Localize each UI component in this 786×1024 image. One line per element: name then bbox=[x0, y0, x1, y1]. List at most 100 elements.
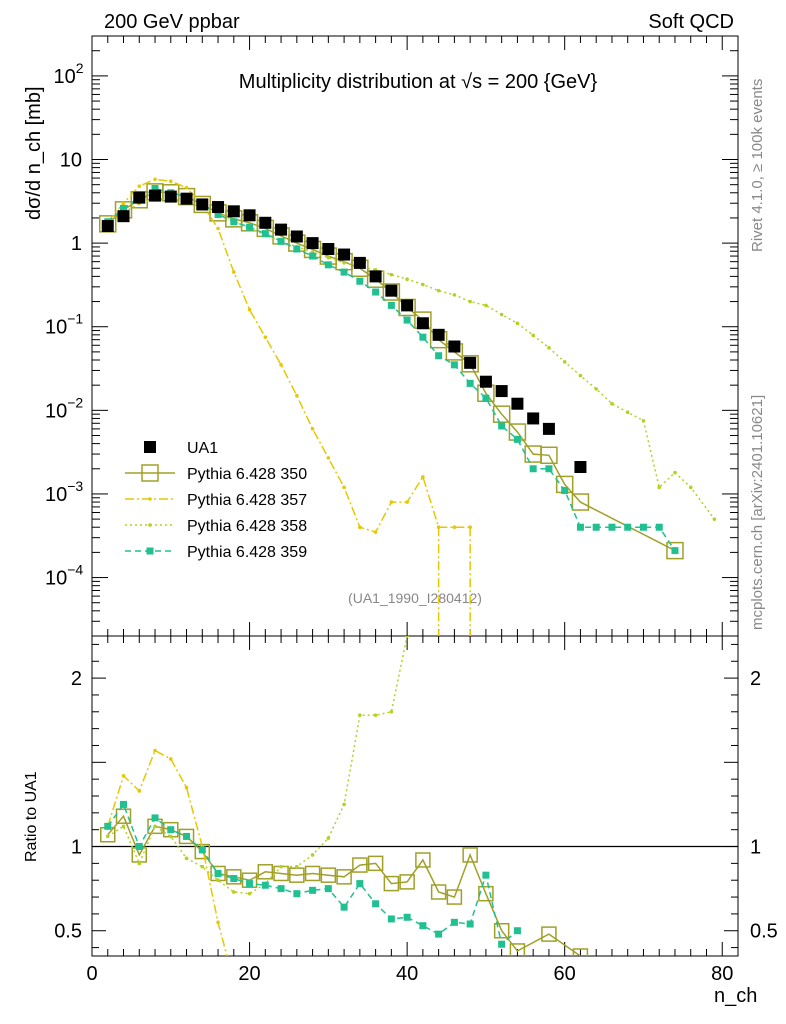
mc-point bbox=[657, 485, 662, 490]
mc-point bbox=[105, 834, 110, 839]
mc-350-point bbox=[141, 464, 159, 482]
y-tick-label: 1 bbox=[71, 233, 82, 255]
ua1-data-point bbox=[275, 223, 288, 236]
mc-350-point bbox=[478, 885, 494, 902]
mc-point bbox=[358, 713, 362, 717]
ua1-data-point bbox=[227, 205, 240, 218]
mc-359-point bbox=[529, 465, 537, 473]
mc-350-point bbox=[178, 828, 195, 845]
legend-entry: Pythia 6.428 358 bbox=[125, 518, 307, 535]
header-left: 200 GeV ppbar bbox=[104, 11, 240, 33]
mc-point bbox=[499, 312, 504, 317]
mc-350-point bbox=[493, 922, 510, 939]
ratio-series-group bbox=[100, 609, 589, 956]
mc-359-point bbox=[498, 422, 506, 430]
ua1-data-point bbox=[353, 256, 366, 269]
ratio-series-pythia-6-428-359 bbox=[104, 800, 521, 948]
mc-359-point bbox=[277, 885, 285, 893]
mc-359-point bbox=[513, 927, 521, 935]
mc-350-point bbox=[461, 355, 479, 373]
mc-359-point bbox=[230, 875, 238, 883]
mc-point bbox=[436, 288, 441, 293]
mc-350-point bbox=[446, 889, 463, 905]
ratio-y-axis-label: Ratio to UA1 bbox=[23, 771, 40, 862]
ua1-data-point bbox=[259, 216, 272, 229]
mc-point bbox=[468, 299, 472, 304]
plot-title: Multiplicity distribution at √s = 200 {G… bbox=[239, 71, 598, 93]
mc-point bbox=[547, 345, 551, 350]
ua1-data-point bbox=[149, 189, 162, 202]
mc-point bbox=[279, 363, 283, 367]
mc-350-point bbox=[336, 869, 352, 885]
ua1-data-point bbox=[306, 237, 319, 250]
mc-point bbox=[279, 864, 283, 869]
mc-point bbox=[389, 500, 394, 504]
mc-359-point bbox=[324, 261, 332, 269]
mc-350-point bbox=[320, 867, 337, 883]
ua1-data-point bbox=[322, 243, 335, 256]
mc-359-point bbox=[372, 288, 380, 296]
ratio-y-tick-label: 0.5 bbox=[54, 921, 82, 943]
mc-359-point bbox=[624, 523, 632, 531]
mc-359-point bbox=[146, 547, 154, 555]
x-tick-label: 80 bbox=[711, 963, 733, 985]
y-tick-label: 10−4 bbox=[45, 562, 83, 590]
mc-359-point bbox=[214, 210, 222, 218]
y-tick-label: 10−1 bbox=[45, 311, 83, 339]
mc-point bbox=[184, 185, 189, 190]
ua1-data-point bbox=[464, 356, 477, 369]
ua1-data-point bbox=[495, 385, 508, 398]
mc-359-point bbox=[246, 880, 254, 888]
ratio-series-line bbox=[107, 749, 228, 956]
mc-359-point bbox=[261, 230, 269, 238]
mc-359-point bbox=[309, 886, 317, 894]
legend-label: UA1 bbox=[187, 440, 218, 457]
mc-350-point bbox=[383, 875, 400, 892]
side-label-top: Rivet 4.1.0, ≥ 100k events bbox=[749, 79, 766, 252]
mc-point bbox=[641, 418, 646, 423]
mc-359-point bbox=[450, 361, 458, 369]
mc-359-point bbox=[277, 237, 285, 245]
mc-350-point bbox=[462, 847, 478, 863]
mc-point bbox=[121, 201, 126, 206]
mc-359-point bbox=[230, 218, 238, 226]
mc-point bbox=[688, 485, 693, 490]
mc-point bbox=[263, 335, 268, 339]
mc-point bbox=[232, 890, 236, 894]
ua1-data-point bbox=[133, 191, 146, 204]
mc-point bbox=[421, 609, 425, 613]
legend-label: Pythia 6.428 359 bbox=[187, 544, 307, 561]
ratio-series-pythia-6-428-357 bbox=[105, 748, 228, 956]
mc-point bbox=[232, 270, 236, 274]
mc-359-point bbox=[387, 301, 395, 309]
mc-point bbox=[148, 497, 152, 501]
x-axis-label: n_ch bbox=[714, 985, 757, 1007]
main-series-group bbox=[99, 177, 717, 636]
ratio-y-tick-label: 1 bbox=[71, 837, 82, 859]
mc-359-point bbox=[545, 465, 553, 473]
mc-point bbox=[184, 856, 189, 861]
ua1-data-point bbox=[290, 230, 303, 243]
mc-359-point bbox=[293, 890, 301, 898]
mc-point bbox=[121, 773, 126, 778]
legend-entry: UA1 bbox=[144, 440, 218, 457]
mc-359-point bbox=[261, 881, 269, 889]
mc-359-point bbox=[466, 920, 474, 928]
mc-point bbox=[295, 393, 299, 398]
mc-350-point bbox=[241, 872, 258, 888]
mc-point bbox=[712, 517, 717, 521]
mc-point bbox=[153, 824, 157, 829]
mc-point bbox=[436, 525, 441, 530]
mc-350-point bbox=[226, 869, 242, 885]
ratio-y-tick-label: 2 bbox=[71, 668, 82, 690]
ua1-data-point bbox=[144, 441, 156, 453]
ua1-data-point bbox=[180, 192, 193, 205]
mc-359-point bbox=[246, 223, 254, 231]
mc-point bbox=[216, 226, 220, 231]
mc-point bbox=[610, 401, 614, 406]
series-line bbox=[107, 178, 471, 534]
mc-point bbox=[216, 920, 220, 925]
mc-point bbox=[168, 757, 173, 761]
mc-350-point bbox=[430, 884, 447, 900]
